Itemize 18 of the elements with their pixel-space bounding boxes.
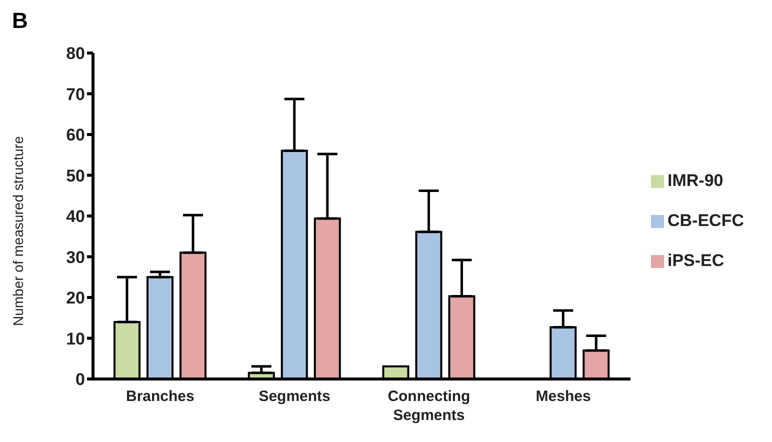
y-axis-title: Number of measured structure [10, 136, 26, 326]
chart-title: B [12, 8, 28, 34]
y-tick-label: 20 [66, 288, 85, 308]
y-tick-label: 60 [66, 126, 85, 145]
y-tick-label: 0 [76, 370, 85, 390]
y-tick-label: 10 [66, 329, 85, 348]
x-tick-label: Meshes [536, 388, 591, 405]
x-tick-label: Connecting Segments [388, 388, 470, 424]
y-tick-label: 80 [66, 44, 85, 64]
y-tick-label: 40 [66, 207, 85, 226]
legend-label: iPS-EC [668, 251, 724, 270]
y-tick-label: 70 [66, 84, 85, 104]
x-tick-label: Segments [258, 388, 330, 405]
y-tick-label: 30 [66, 248, 85, 267]
y-tick-label: 50 [66, 166, 85, 186]
legend-label: IMR-90 [668, 171, 724, 190]
legend-label: CB-ECFC [668, 211, 744, 230]
x-tick-label: Branches [126, 388, 194, 405]
